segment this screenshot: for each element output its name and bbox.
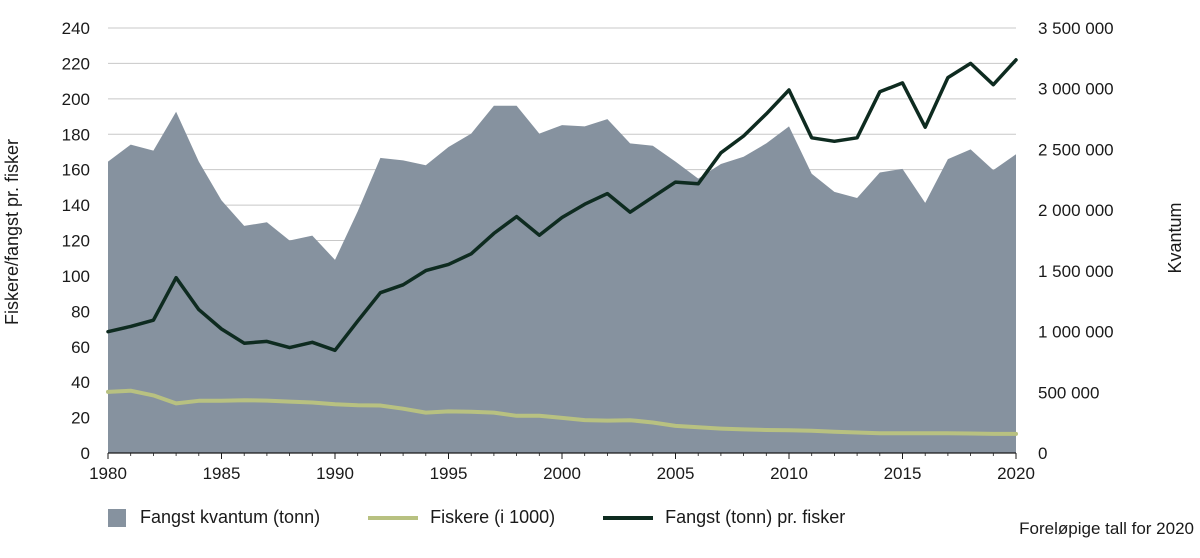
y-right-tick-label: 1 000 000 xyxy=(1038,323,1114,342)
legend-label-fangst-pr-fisker: Fangst (tonn) pr. fisker xyxy=(665,507,846,527)
footnote: Foreløpige tall for 2020 xyxy=(1019,519,1194,538)
series-area-fangst-kvantum xyxy=(108,105,1016,453)
x-tick-label: 1995 xyxy=(430,464,468,483)
legend-swatch-area xyxy=(108,508,126,527)
legend-swatch-fiskere xyxy=(368,515,419,520)
x-tick-label: 1990 xyxy=(316,464,354,483)
legend-item-area: Fangst kvantum (tonn) xyxy=(108,507,320,528)
y-right-tick-label: 1 500 000 xyxy=(1038,262,1114,281)
y-left-tick-label: 140 xyxy=(62,196,90,215)
x-tick-label: 2010 xyxy=(770,464,808,483)
x-tick-label: 2020 xyxy=(997,464,1035,483)
x-tick-label: 1985 xyxy=(203,464,241,483)
y-left-tick-label: 80 xyxy=(71,302,90,321)
y-right-tick-label: 2 500 000 xyxy=(1038,140,1114,159)
y-right-tick-label: 3 000 000 xyxy=(1038,80,1114,99)
x-tick-label: 2000 xyxy=(543,464,581,483)
series-line-fangst-pr-fisker xyxy=(106,58,1018,353)
legend-swatch-fangst-pr-fisker xyxy=(603,515,654,520)
y-left-tick-label: 0 xyxy=(81,444,90,463)
y-left-tick-label: 40 xyxy=(71,373,90,392)
y-right-tick-label: 0 xyxy=(1038,444,1047,463)
y-right-tick-label: 2 000 000 xyxy=(1038,201,1114,220)
y-left-tick-label: 120 xyxy=(62,232,90,251)
y-left-tick-label: 200 xyxy=(62,90,90,109)
y-axis-right-title: Kvantum xyxy=(1165,202,1185,273)
line-layer xyxy=(106,58,1018,436)
y-axis-left-title: Fiskere/fangst pr. fisker xyxy=(2,139,22,325)
y-left-tick-label: 240 xyxy=(62,19,90,38)
legend-item-fangst-pr-fisker: Fangst (tonn) pr. fisker xyxy=(603,507,845,528)
axis-layer: 0 20 40 60 80 100 120 140 160 180 200 220 240 0 500 00… xyxy=(62,19,1114,483)
legend-label-area: Fangst kvantum (tonn) xyxy=(140,507,321,527)
x-tick-label: 2005 xyxy=(657,464,695,483)
y-left-tick-label: 60 xyxy=(71,338,90,357)
legend-label-fiskere: Fiskere (i 1000) xyxy=(430,507,556,527)
series-line-fiskere xyxy=(106,388,1018,436)
y-left-tick-label: 220 xyxy=(62,54,90,73)
y-right-tick-label: 3 500 000 xyxy=(1038,19,1114,38)
legend: Fangst kvantum (tonn) Fiskere (i 1000) F… xyxy=(108,507,893,528)
y-left-tick-label: 20 xyxy=(71,409,90,428)
area-layer xyxy=(108,105,1016,453)
y-left-tick-label: 160 xyxy=(62,161,90,180)
y-right-tick-label: 500 000 xyxy=(1038,383,1099,402)
y-left-tick-label: 100 xyxy=(62,267,90,286)
x-tick-label: 2015 xyxy=(884,464,922,483)
legend-item-fiskere: Fiskere (i 1000) xyxy=(368,507,555,528)
x-tick-label: 1980 xyxy=(89,464,127,483)
y-left-tick-label: 180 xyxy=(62,125,90,144)
